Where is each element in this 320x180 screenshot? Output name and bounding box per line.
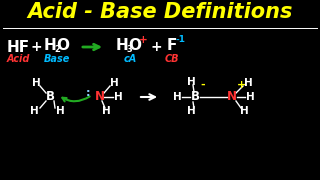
- Text: O: O: [129, 39, 141, 53]
- Text: H: H: [246, 92, 254, 102]
- FancyArrowPatch shape: [62, 96, 90, 101]
- Text: :: :: [86, 88, 90, 98]
- Text: N: N: [227, 91, 237, 104]
- Text: H: H: [110, 78, 118, 88]
- Text: H: H: [102, 106, 110, 116]
- Text: F: F: [167, 39, 177, 53]
- Text: N: N: [95, 91, 105, 104]
- Text: -: -: [201, 80, 205, 90]
- Text: H: H: [114, 92, 122, 102]
- Text: H: H: [116, 39, 128, 53]
- Text: O: O: [57, 39, 69, 53]
- Text: +: +: [30, 40, 42, 54]
- Text: H: H: [56, 106, 64, 116]
- Text: H: H: [32, 78, 40, 88]
- Text: H: H: [187, 106, 196, 116]
- Text: CB: CB: [165, 54, 179, 64]
- Text: +: +: [139, 35, 148, 45]
- Text: B: B: [190, 91, 199, 104]
- Text: H: H: [187, 77, 196, 87]
- Text: +: +: [237, 80, 247, 90]
- Text: H: H: [240, 106, 248, 116]
- Text: Acid: Acid: [6, 54, 30, 64]
- Text: +: +: [150, 40, 162, 54]
- Text: -1: -1: [176, 35, 186, 44]
- Text: cA: cA: [124, 54, 137, 64]
- Text: Acid - Base Definitions: Acid - Base Definitions: [27, 2, 293, 22]
- Text: HF: HF: [6, 39, 29, 55]
- Text: B: B: [45, 91, 54, 104]
- Text: Base: Base: [44, 54, 70, 64]
- Text: H: H: [30, 106, 38, 116]
- Text: H: H: [44, 39, 56, 53]
- Text: H: H: [244, 78, 252, 88]
- Text: H: H: [172, 92, 181, 102]
- Text: 2: 2: [54, 44, 60, 53]
- Text: 3: 3: [126, 44, 132, 53]
